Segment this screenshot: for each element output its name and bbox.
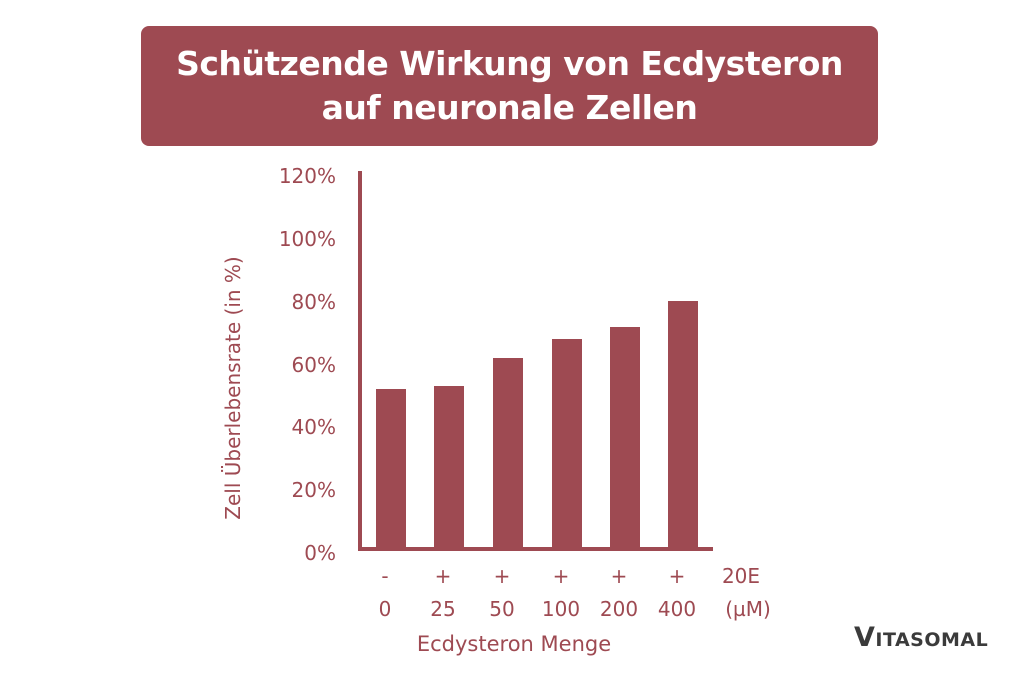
y-tick-label: 100% xyxy=(278,227,336,251)
y-tick-label: 80% xyxy=(291,289,336,314)
x-sign-label: + xyxy=(493,564,511,588)
y-axis-line xyxy=(358,171,362,551)
y-axis-label: Zell Überlebensrate (in %) xyxy=(221,256,245,520)
x-sign-label: + xyxy=(610,564,628,588)
y-tick-label: 40% xyxy=(291,415,336,440)
x-category-label: 400 xyxy=(657,597,697,621)
x-category-label: 0 xyxy=(378,597,392,621)
title-banner: Schützende Wirkung von Ecdysteron auf ne… xyxy=(141,26,878,146)
y-tick-label: 120% xyxy=(278,164,336,189)
bar-400 xyxy=(668,301,698,549)
x-sign-label: + xyxy=(668,564,686,588)
bar-200 xyxy=(610,326,640,549)
vitasomal-logo: VITASOMAL xyxy=(854,622,989,653)
x-sign-label: + xyxy=(434,564,452,588)
x-sign-label: + xyxy=(552,564,570,588)
x-category-label: 50 xyxy=(489,597,515,621)
x-category-label: 25 xyxy=(430,597,456,621)
bar-100 xyxy=(552,339,582,549)
y-tick-label: 60% xyxy=(291,352,336,377)
y-tick-label: 20% xyxy=(291,478,336,503)
bar-0 xyxy=(376,389,406,549)
x-sign-label: - xyxy=(381,564,389,588)
x-category-label: 200 xyxy=(599,597,639,621)
bar-25 xyxy=(434,386,464,549)
x-row-label-20e: 20E xyxy=(721,564,761,588)
bar-50 xyxy=(493,357,523,549)
y-tick-label: 0% xyxy=(304,541,336,565)
chart-title: Schützende Wirkung von Ecdysteron auf ne… xyxy=(176,44,843,127)
x-axis-line xyxy=(358,547,713,551)
x-row-label-unit: (µM) xyxy=(725,597,771,621)
x-axis-label: Ecdysteron Menge xyxy=(416,632,612,656)
x-category-label: 100 xyxy=(541,597,581,621)
